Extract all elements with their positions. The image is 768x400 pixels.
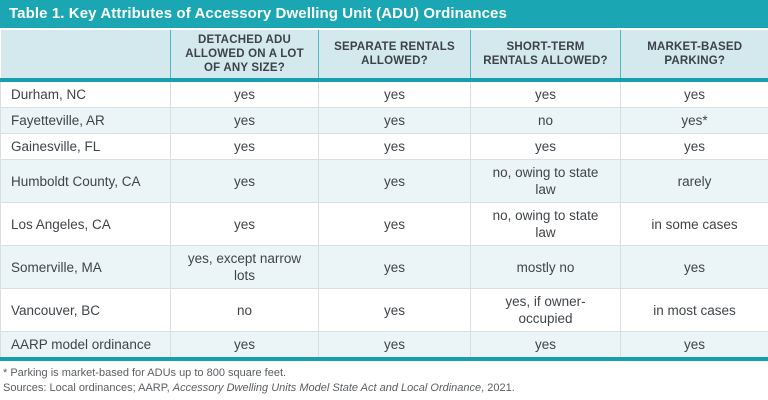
table-cell: yes [318,107,471,134]
table-row: Somerville, MA yes, except narrow lots yes… [0,245,768,289]
table-cell: yes [318,79,471,108]
table-row: Durham, NC yes yes yes yes [0,79,768,108]
table-cell: yes [470,331,621,361]
header-row: DETACHED ADU ALLOWED ON A LOT OF ANY SIZ… [0,30,768,82]
table-row: Humboldt County, CA yes yes no, owing to st… [0,159,768,203]
table-body: Durham, NC yes yes yes yes Fayetteville, AR ye… [0,79,768,361]
table-cell: no [170,288,319,332]
table-cell: yes [470,133,621,160]
table-cell: no, owing to state law [470,159,621,203]
footnotes: * Parking is market-based for ADUs up to… [0,361,768,396]
table-row: Fayetteville, AR yes yes no yes* [0,107,768,134]
table-cell: yes [620,245,768,289]
table-title: Table 1. Key Attributes of Accessory Dwe… [9,5,507,22]
table-cell: yes [620,331,768,361]
sources-prefix: Sources: Local ordinances; AARP, [3,382,173,394]
row-label: Gainesville, FL [0,133,171,160]
table-cell: yes [170,79,319,108]
table-row: Gainesville, FL yes yes yes yes [0,133,768,160]
sources-italic-title: Accessory Dwelling Units Model State Act… [172,382,482,394]
row-label: Vancouver, BC [0,288,171,332]
table-cell: in some cases [620,202,768,246]
row-label: Durham, NC [0,79,171,108]
table-cell: yes [170,202,319,246]
table-row: AARP model ordinance yes yes yes yes [0,331,768,361]
table-row: Los Angeles, CA yes yes no, owing to state … [0,202,768,246]
table-cell: yes [170,133,319,160]
table-cell: yes [620,79,768,108]
row-label: AARP model ordinance [0,331,171,361]
table-row: Vancouver, BC no yes yes, if owner-occupied… [0,288,768,332]
footnote-parking: * Parking is market-based for ADUs up to… [3,367,287,379]
table-cell: yes [318,245,471,289]
table-cell: yes [170,331,319,361]
table-cell: yes [318,202,471,246]
table-cell: yes [318,331,471,361]
column-header-jurisdiction [0,30,171,82]
row-label: Los Angeles, CA [0,202,171,246]
table-cell: in most cases [620,288,768,332]
column-header-detached-adu: DETACHED ADU ALLOWED ON A LOT OF ANY SIZ… [170,30,319,82]
sources-suffix: , 2021. [481,382,515,394]
table-cell: yes [470,79,621,108]
table-title-bar: Table 1. Key Attributes of Accessory Dwe… [0,0,768,28]
table-cell: yes, if owner-occupied [470,288,621,332]
row-label: Somerville, MA [0,245,171,289]
row-label: Fayetteville, AR [0,107,171,134]
adu-ordinances-table: DETACHED ADU ALLOWED ON A LOT OF ANY SIZ… [0,30,768,361]
table-cell: yes* [620,107,768,134]
column-header-separate-rentals: SEPARATE RENTALS ALLOWED? [318,30,471,82]
column-header-short-term-rentals: SHORT-TERM RENTALS ALLOWED? [470,30,621,82]
table-cell: yes, except narrow lots [170,245,319,289]
footnote-sources: Sources: Local ordinances; AARP, Accesso… [3,381,762,396]
table-cell: rarely [620,159,768,203]
table-cell: no, owing to state law [470,202,621,246]
column-header-market-based-parking: MARKET-BASED PARKING? [620,30,768,82]
table-cell: yes [318,288,471,332]
table-cell: yes [620,133,768,160]
table-cell: yes [170,159,319,203]
table-cell: no [470,107,621,134]
table-cell: yes [318,159,471,203]
table-cell: yes [318,133,471,160]
table-cell: mostly no [470,245,621,289]
table-cell: yes [170,107,319,134]
row-label: Humboldt County, CA [0,159,171,203]
